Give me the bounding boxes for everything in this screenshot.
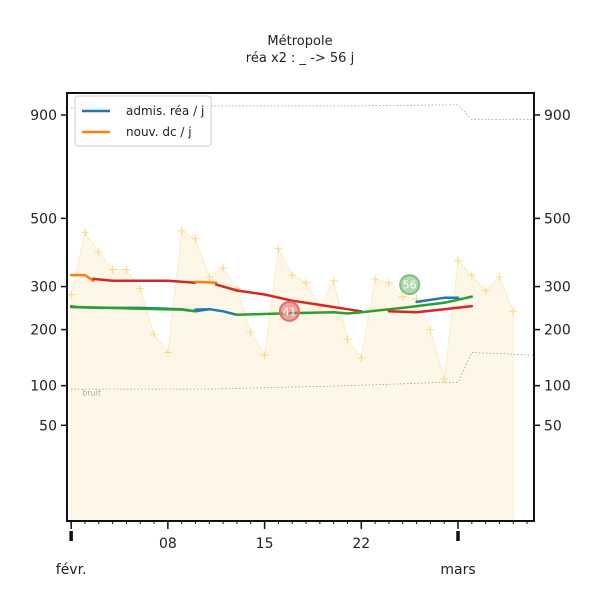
annotation-label: bruit bbox=[82, 389, 101, 398]
trend-segment bbox=[235, 310, 363, 317]
legend-label-deaths: nouv. dc / j bbox=[126, 125, 192, 139]
admissions-point bbox=[80, 228, 89, 237]
admissions-point bbox=[288, 271, 297, 280]
admissions-point bbox=[108, 265, 117, 274]
admissions-area bbox=[70, 230, 514, 522]
admissions-point bbox=[122, 265, 131, 274]
admissions-point bbox=[481, 286, 490, 295]
y-tick-label-right: 500 bbox=[544, 211, 571, 227]
admissions-point bbox=[454, 256, 463, 265]
trend-segment bbox=[194, 280, 218, 284]
admissions-point bbox=[302, 278, 311, 287]
y-tick-label-left: 900 bbox=[30, 108, 57, 124]
trend-lines bbox=[69, 273, 474, 317]
trend-segment bbox=[194, 307, 239, 317]
y-axis-left: 50 100 200 300 500 900 bbox=[30, 108, 67, 434]
admissions-point bbox=[67, 290, 76, 299]
trend-segment bbox=[360, 295, 474, 314]
admissions-point bbox=[357, 354, 366, 363]
admissions-point bbox=[177, 226, 186, 235]
y-tick-label-left: 500 bbox=[30, 211, 57, 227]
trend-segment bbox=[214, 283, 363, 313]
badge-label: 56 bbox=[403, 279, 417, 292]
x-tick-label: 08 bbox=[159, 536, 177, 552]
y-tick-label-right: 50 bbox=[544, 418, 562, 434]
y-tick-label-right: 900 bbox=[544, 108, 571, 124]
legend-box bbox=[74, 95, 212, 147]
admissions-point bbox=[150, 330, 159, 339]
admissions-point bbox=[440, 375, 449, 384]
x-month-label: févr. bbox=[56, 562, 87, 578]
chart-title: Métropole bbox=[267, 34, 332, 49]
doubling-badges: 41 56 bbox=[278, 274, 421, 322]
admissions-point bbox=[246, 328, 255, 336]
trend-segment bbox=[69, 273, 95, 283]
admissions-point bbox=[274, 244, 283, 253]
admissions-point bbox=[426, 325, 435, 334]
x-axis: 08 15 22 févr. mars bbox=[56, 521, 528, 578]
admissions-point bbox=[260, 351, 269, 360]
admissions-point bbox=[219, 263, 228, 272]
admissions-point bbox=[467, 271, 476, 280]
x-tick-label: 15 bbox=[256, 536, 274, 552]
admissions-point bbox=[205, 273, 214, 282]
y-tick-label-left: 200 bbox=[30, 323, 57, 339]
daily-admissions-area bbox=[70, 230, 514, 522]
admissions-point bbox=[495, 273, 504, 282]
y-tick-label-left: 50 bbox=[39, 418, 57, 434]
trend-segment bbox=[92, 277, 197, 284]
y-tick-label-left: 100 bbox=[30, 379, 57, 395]
daily-admissions-points bbox=[67, 226, 518, 384]
admissions-point bbox=[163, 348, 172, 357]
legend-label-admissions: admis. réa / j bbox=[126, 104, 204, 118]
x-tick-label: 22 bbox=[352, 536, 370, 552]
admissions-point bbox=[329, 276, 338, 285]
badge-circle bbox=[278, 300, 300, 322]
trend-segment bbox=[74, 305, 197, 313]
admissions-point bbox=[343, 335, 352, 344]
badge-label: 41 bbox=[282, 305, 296, 318]
trend-segment bbox=[387, 304, 474, 314]
badge-circle bbox=[399, 274, 421, 296]
trend-segment bbox=[415, 296, 460, 304]
legend: admis. réa / j nouv. dc / j bbox=[74, 95, 212, 147]
admissions-point bbox=[136, 284, 145, 293]
y-tick-label-left: 300 bbox=[30, 280, 57, 296]
x-month-label: mars bbox=[440, 562, 475, 578]
admissions-point bbox=[384, 278, 393, 287]
admissions-point bbox=[371, 274, 380, 283]
admissions-point bbox=[191, 234, 200, 243]
chart-subtitle: réa x2 : _ -> 56 j bbox=[246, 51, 354, 66]
plot-frame bbox=[66, 92, 535, 522]
y-tick-label-right: 100 bbox=[544, 379, 571, 395]
admissions-point bbox=[398, 292, 407, 301]
y-tick-label-right: 200 bbox=[544, 323, 571, 339]
y-axis-right: 50 100 200 300 500 900 bbox=[534, 108, 571, 434]
admissions-point bbox=[509, 307, 518, 316]
y-tick-label-right: 300 bbox=[544, 280, 571, 296]
admissions-point bbox=[94, 248, 103, 257]
